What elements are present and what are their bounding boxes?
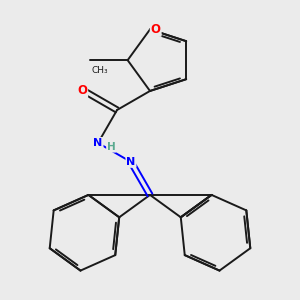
Text: O: O [151,23,161,36]
Text: N: N [126,157,136,167]
Text: O: O [77,85,87,98]
Text: N: N [93,138,103,148]
Text: H: H [107,142,116,152]
Text: CH₃: CH₃ [92,66,108,75]
